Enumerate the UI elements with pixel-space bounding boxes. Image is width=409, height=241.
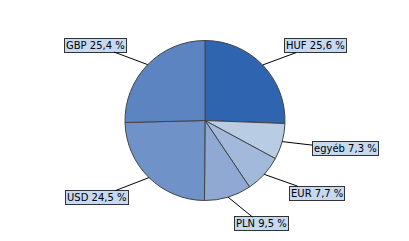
svg-text:GBP 25,4 %: GBP 25,4 % <box>66 40 125 51</box>
svg-text:USD 24,5 %: USD 24,5 % <box>67 192 127 203</box>
svg-text:PLN 9,5 %: PLN 9,5 % <box>236 218 287 229</box>
svg-text:egyéb 7,3 %: egyéb 7,3 % <box>314 143 377 154</box>
svg-text:EUR 7,7 %: EUR 7,7 % <box>291 188 343 199</box>
svg-text:HUF 25,6 %: HUF 25,6 % <box>286 40 345 51</box>
